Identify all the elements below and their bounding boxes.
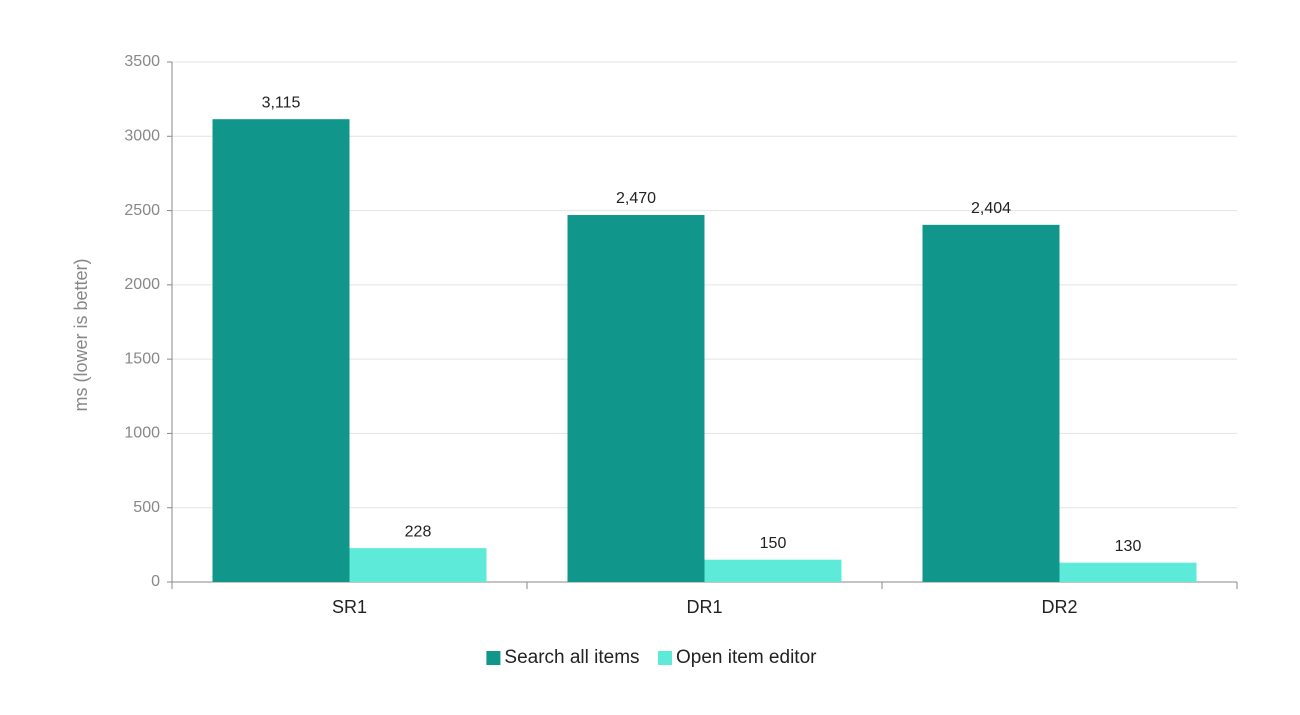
- bar: [567, 215, 705, 582]
- bar: [704, 559, 842, 582]
- value-label: 130: [1115, 538, 1142, 555]
- x-tick-label: DR2: [1041, 597, 1077, 617]
- value-label: 228: [405, 523, 432, 540]
- y-tick-label: 1000: [124, 425, 160, 442]
- bar: [349, 548, 487, 582]
- y-axis-label: ms (lower is better): [71, 258, 91, 411]
- y-tick-label: 0: [151, 573, 160, 590]
- y-tick-label: 3500: [124, 53, 160, 70]
- bar: [212, 119, 350, 582]
- x-tick-label: SR1: [332, 597, 367, 617]
- bar: [1059, 562, 1197, 582]
- value-label: 2,404: [971, 200, 1011, 217]
- y-tick-label: 3000: [124, 128, 160, 145]
- y-tick-label: 500: [133, 499, 160, 516]
- legend-swatch: [486, 651, 501, 665]
- value-label: 3,115: [262, 94, 301, 111]
- y-tick-label: 1500: [124, 350, 160, 367]
- value-label: 150: [760, 535, 787, 552]
- value-label: 2,470: [616, 190, 656, 207]
- legend-label: Search all items: [504, 647, 639, 668]
- bar: [922, 224, 1060, 582]
- legend-label: Open item editor: [676, 647, 817, 668]
- legend-swatch: [658, 651, 672, 665]
- y-tick-label: 2500: [124, 202, 160, 219]
- y-tick-label: 2000: [124, 276, 160, 293]
- x-tick-label: DR1: [686, 597, 722, 617]
